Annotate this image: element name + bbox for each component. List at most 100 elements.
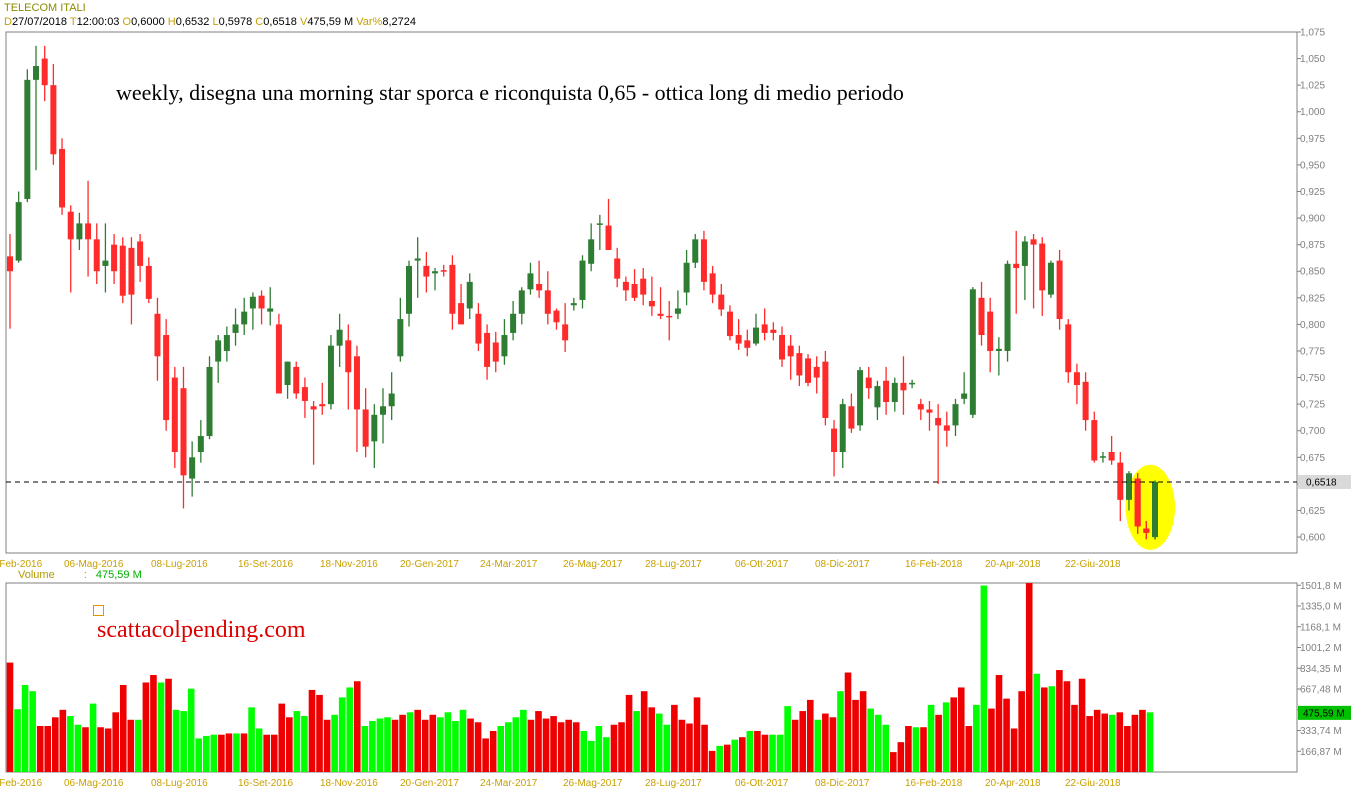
candle-body	[1134, 478, 1141, 527]
volume-bar	[452, 721, 459, 772]
price-tick-label: 0,950	[1300, 160, 1325, 171]
candle-body	[232, 324, 239, 333]
volume-bar	[316, 694, 323, 772]
volume-bar	[218, 734, 225, 772]
candle-body	[614, 258, 621, 279]
volume-bar	[21, 684, 29, 772]
volume-bar	[255, 728, 263, 772]
volume-bar	[882, 724, 890, 772]
candle-body	[709, 273, 716, 295]
candle-body	[1091, 420, 1098, 461]
candle-body	[779, 335, 786, 360]
volume-bar	[14, 709, 21, 772]
volume-bar	[557, 722, 565, 772]
brand-marker	[93, 605, 104, 616]
candle-body	[432, 271, 439, 274]
candle-body	[735, 335, 742, 344]
volume-bar	[1146, 712, 1154, 772]
candle-body	[622, 281, 629, 291]
price-tick-label: 1,025	[1300, 81, 1325, 92]
price-tick-label: 0,725	[1300, 400, 1325, 411]
candle-body	[475, 313, 482, 344]
volume-bar	[489, 730, 497, 772]
volume-bar	[497, 725, 505, 772]
candle-body	[388, 393, 395, 407]
open-label: O	[122, 16, 132, 28]
volume-bar	[482, 738, 489, 772]
volume-header: Volume : 475,59 M	[18, 569, 142, 581]
x-axis-label: 28-Lug-2017	[645, 559, 702, 570]
volume-bar	[74, 724, 82, 772]
candle-body	[848, 406, 855, 429]
candle-body	[189, 457, 196, 479]
candle-body	[666, 315, 673, 318]
volume-x-axis-label: 20-Apr-2018	[985, 778, 1041, 789]
candle-body	[111, 244, 118, 272]
volume-bar	[467, 718, 474, 772]
volume-bar	[1010, 728, 1018, 772]
candle-body	[258, 295, 265, 309]
x-axis-label: 22-Giu-2018	[1065, 559, 1121, 570]
volume-bar	[353, 681, 361, 772]
candle-body	[7, 256, 13, 272]
volume-bar	[784, 706, 791, 772]
volume-bar	[678, 719, 686, 772]
volume-bar	[527, 719, 535, 772]
brand-watermark: scattacolpending.com	[97, 617, 306, 643]
volume-x-axis-label: 26-Mag-2017	[563, 778, 623, 789]
var-label: Var%	[356, 16, 383, 28]
volume-bar	[927, 704, 935, 772]
candle-body	[874, 386, 881, 408]
candle-body	[50, 85, 57, 155]
candle-body	[987, 311, 994, 351]
volume-bar	[625, 694, 633, 772]
volume-bar	[308, 689, 316, 772]
volume-bar	[1041, 687, 1048, 772]
volume-bar	[867, 708, 874, 772]
candle-body	[995, 348, 1002, 351]
volume-bar	[361, 725, 369, 772]
x-axis-label: 06-Ott-2017	[735, 559, 789, 570]
candle-body	[1047, 262, 1054, 295]
volume-bar	[104, 728, 112, 772]
volume-bar	[1124, 725, 1131, 772]
volume-value: 475,59 M	[307, 16, 354, 28]
candle-body	[839, 404, 846, 452]
volume-bar	[542, 718, 550, 772]
candle-body	[527, 273, 534, 290]
volume-bar	[965, 725, 973, 772]
candle-body	[93, 239, 100, 272]
candle-body	[822, 361, 829, 418]
candle-body	[1152, 481, 1158, 538]
volume-tick-label: 1335,0 M	[1300, 602, 1342, 613]
volume-bar	[180, 711, 187, 772]
volume-bar	[942, 702, 950, 772]
volume-panel-value: 475,59 M	[95, 569, 142, 581]
volume-bar	[1101, 713, 1109, 772]
volume-bar	[44, 725, 52, 772]
time-value: 12:00:03	[76, 16, 120, 28]
candle-body	[41, 58, 48, 86]
volume-bar	[406, 712, 414, 772]
volume-bar	[837, 691, 844, 772]
volume-bar	[708, 750, 716, 772]
volume-tick-label: 667,48 M	[1300, 685, 1342, 696]
volume-bar	[648, 707, 656, 772]
x-axis-label: 16-Set-2016	[238, 559, 293, 570]
candle-body	[1039, 243, 1046, 291]
candle-body	[1065, 324, 1072, 373]
volume-bar	[859, 691, 867, 772]
candle-body	[406, 265, 413, 314]
volume-bar	[119, 684, 127, 772]
low-value: 0,5978	[218, 16, 253, 28]
volume-bar	[980, 585, 988, 772]
candle-body	[1013, 263, 1020, 269]
candle-body	[631, 283, 638, 298]
candle-body	[926, 409, 933, 413]
volume-bar	[338, 697, 346, 772]
price-tick-label: 0,600	[1300, 533, 1325, 544]
volume-value-box	[1298, 705, 1351, 720]
volume-bar	[127, 719, 135, 772]
volume-bar	[240, 733, 248, 772]
volume-bar	[890, 752, 897, 772]
